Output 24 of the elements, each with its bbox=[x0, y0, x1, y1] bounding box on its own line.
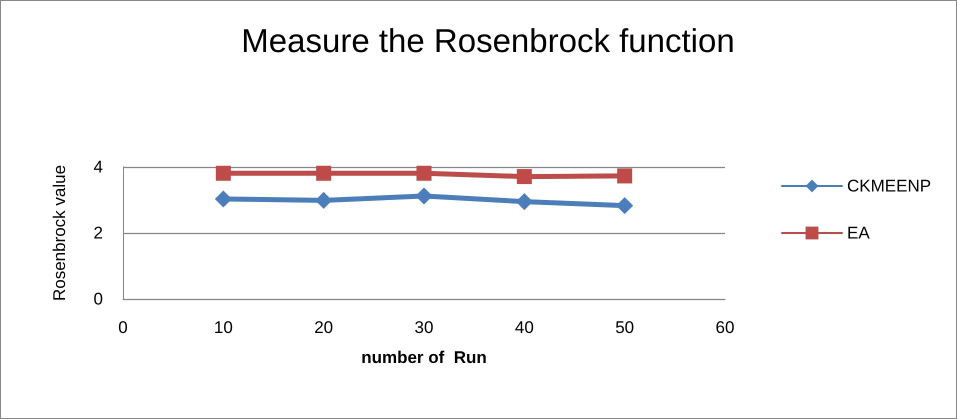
y-tick-label: 4 bbox=[94, 158, 103, 176]
y-tick-label: 0 bbox=[94, 290, 103, 308]
point bbox=[316, 166, 332, 181]
x-tick-label: 30 bbox=[414, 318, 434, 337]
x-tick-label: 10 bbox=[214, 318, 233, 337]
x-tick-label: 20 bbox=[314, 318, 334, 337]
point bbox=[617, 168, 632, 184]
y-tick-label: 2 bbox=[94, 224, 103, 242]
x-tick-label: 50 bbox=[615, 318, 634, 337]
chart-title: Measure the Rosenbrock function bbox=[241, 22, 735, 59]
point bbox=[216, 166, 231, 181]
legend-label: EA bbox=[847, 224, 870, 242]
point bbox=[616, 197, 634, 214]
x-tick-label: 40 bbox=[514, 318, 534, 337]
point bbox=[516, 169, 532, 184]
legend-label: CKMEENP bbox=[847, 176, 932, 196]
x-tick-label: 0 bbox=[118, 318, 128, 337]
x-tick-label: 60 bbox=[716, 318, 734, 337]
point bbox=[214, 190, 232, 208]
x-axis-title: number of Run bbox=[361, 348, 487, 367]
point bbox=[416, 166, 432, 181]
y-axis-title: Rosenbrock value bbox=[50, 164, 69, 302]
point bbox=[416, 188, 432, 205]
point bbox=[516, 193, 533, 210]
